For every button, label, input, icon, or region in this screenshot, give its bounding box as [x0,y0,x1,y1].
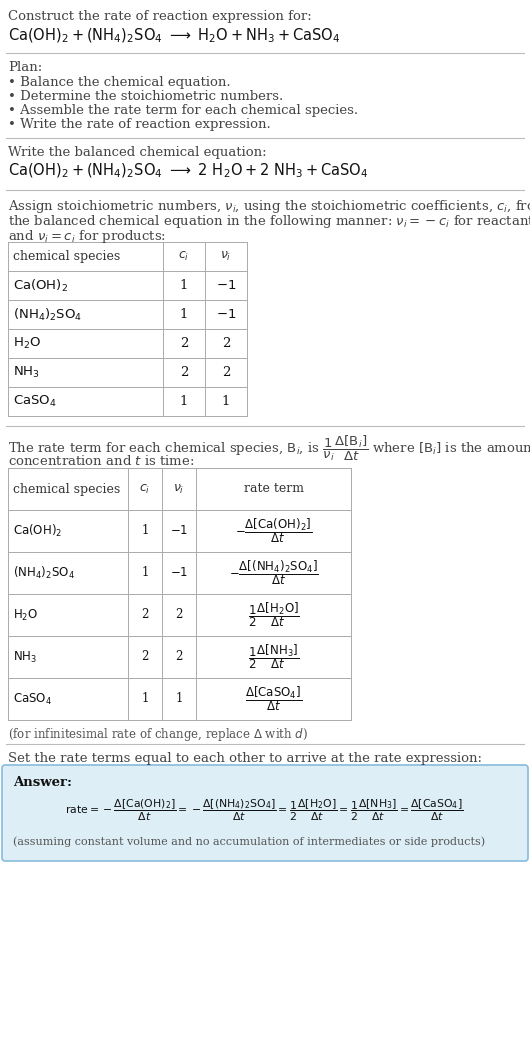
Text: 1: 1 [142,567,149,579]
Text: The rate term for each chemical species, $\mathrm{B}_i$, is $\dfrac{1}{\nu_i}\df: The rate term for each chemical species,… [8,434,530,463]
Text: Construct the rate of reaction expression for:: Construct the rate of reaction expressio… [8,10,312,23]
Text: $\mathrm{(NH_4)_2SO_4}$: $\mathrm{(NH_4)_2SO_4}$ [13,565,75,581]
Text: $\mathrm{NH_3}$: $\mathrm{NH_3}$ [13,365,40,380]
Text: • Assemble the rate term for each chemical species.: • Assemble the rate term for each chemic… [8,104,358,117]
Text: $\mathrm{Ca(OH)_2 + (NH_4)_2SO_4 \ \longrightarrow \ H_2O + NH_3 + CaSO_4}$: $\mathrm{Ca(OH)_2 + (NH_4)_2SO_4 \ \long… [8,27,340,45]
Text: 2: 2 [222,337,230,350]
Text: 1: 1 [180,279,188,292]
Text: (for infinitesimal rate of change, replace $\Delta$ with $d$): (for infinitesimal rate of change, repla… [8,726,308,743]
Text: Write the balanced chemical equation:: Write the balanced chemical equation: [8,146,267,159]
Text: Plan:: Plan: [8,61,42,74]
Bar [8,468,351,720]
Text: • Write the rate of reaction expression.: • Write the rate of reaction expression. [8,118,271,131]
Text: $\mathrm{Ca(OH)_2}$: $\mathrm{Ca(OH)_2}$ [13,523,62,539]
Text: $\mathrm{NH_3}$: $\mathrm{NH_3}$ [13,650,37,664]
Text: $c_i$: $c_i$ [179,250,190,263]
Text: 1: 1 [180,308,188,321]
Text: $\mathrm{CaSO_4}$: $\mathrm{CaSO_4}$ [13,394,57,409]
Text: $-1$: $-1$ [170,524,188,538]
Text: 2: 2 [142,651,149,663]
Text: 1: 1 [180,395,188,408]
Text: $-\dfrac{\Delta[\mathrm{Ca(OH)_2}]}{\Delta t}$: $-\dfrac{\Delta[\mathrm{Ca(OH)_2}]}{\Del… [235,517,312,545]
Text: $\mathrm{rate} = -\dfrac{\Delta[\mathrm{Ca(OH)_2}]}{\Delta t} = -\dfrac{\Delta[\: $\mathrm{rate} = -\dfrac{\Delta[\mathrm{… [65,797,463,823]
Text: 1: 1 [222,395,230,408]
Text: 1: 1 [142,692,149,705]
Text: $\mathrm{H_2O}$: $\mathrm{H_2O}$ [13,608,38,622]
Text: rate term: rate term [243,482,304,496]
Text: 1: 1 [175,692,183,705]
Text: $\nu_i$: $\nu_i$ [173,482,184,496]
Text: • Determine the stoichiometric numbers.: • Determine the stoichiometric numbers. [8,90,283,103]
Text: Assign stoichiometric numbers, $\nu_i$, using the stoichiometric coefficients, $: Assign stoichiometric numbers, $\nu_i$, … [8,198,530,215]
Text: Answer:: Answer: [13,776,72,789]
Text: and $\nu_i = c_i$ for products:: and $\nu_i = c_i$ for products: [8,228,166,245]
Text: $\dfrac{1}{2}\dfrac{\Delta[\mathrm{H_2O}]}{\Delta t}$: $\dfrac{1}{2}\dfrac{\Delta[\mathrm{H_2O}… [248,600,299,630]
Text: 2: 2 [222,366,230,379]
Text: 1: 1 [142,524,149,538]
Text: Set the rate terms equal to each other to arrive at the rate expression:: Set the rate terms equal to each other t… [8,752,482,765]
Text: 2: 2 [180,337,188,350]
Text: $-1$: $-1$ [170,567,188,579]
Text: $\nu_i$: $\nu_i$ [220,250,232,263]
Text: $c_i$: $c_i$ [139,482,151,496]
Text: 2: 2 [175,609,183,621]
Text: $\mathrm{Ca(OH)_2 + (NH_4)_2SO_4 \ \longrightarrow \ 2\ H_2O + 2\ NH_3 + CaSO_4}: $\mathrm{Ca(OH)_2 + (NH_4)_2SO_4 \ \long… [8,162,368,180]
Text: 2: 2 [180,366,188,379]
Text: the balanced chemical equation in the following manner: $\nu_i = -c_i$ for react: the balanced chemical equation in the fo… [8,213,530,230]
Text: $\dfrac{\Delta[\mathrm{CaSO_4}]}{\Delta t}$: $\dfrac{\Delta[\mathrm{CaSO_4}]}{\Delta … [245,684,302,713]
Bar [8,242,247,416]
Text: • Balance the chemical equation.: • Balance the chemical equation. [8,76,231,89]
Text: $-\dfrac{\Delta[\mathrm{(NH_4)_2SO_4}]}{\Delta t}$: $-\dfrac{\Delta[\mathrm{(NH_4)_2SO_4}]}{… [228,559,319,588]
Text: $-1$: $-1$ [216,308,236,321]
Text: $\mathrm{(NH_4)_2SO_4}$: $\mathrm{(NH_4)_2SO_4}$ [13,306,82,322]
Text: $-1$: $-1$ [216,279,236,292]
Text: chemical species: chemical species [13,250,120,263]
FancyBboxPatch shape [2,765,528,861]
Text: chemical species: chemical species [13,482,120,496]
Text: concentration and $t$ is time:: concentration and $t$ is time: [8,454,195,468]
Text: 2: 2 [142,609,149,621]
Text: 2: 2 [175,651,183,663]
Text: (assuming constant volume and no accumulation of intermediates or side products): (assuming constant volume and no accumul… [13,836,485,846]
Text: $\mathrm{H_2O}$: $\mathrm{H_2O}$ [13,336,41,351]
Text: $\dfrac{1}{2}\dfrac{\Delta[\mathrm{NH_3}]}{\Delta t}$: $\dfrac{1}{2}\dfrac{\Delta[\mathrm{NH_3}… [248,642,299,672]
Text: $\mathrm{CaSO_4}$: $\mathrm{CaSO_4}$ [13,691,52,706]
Text: $\mathrm{Ca(OH)_2}$: $\mathrm{Ca(OH)_2}$ [13,277,68,294]
